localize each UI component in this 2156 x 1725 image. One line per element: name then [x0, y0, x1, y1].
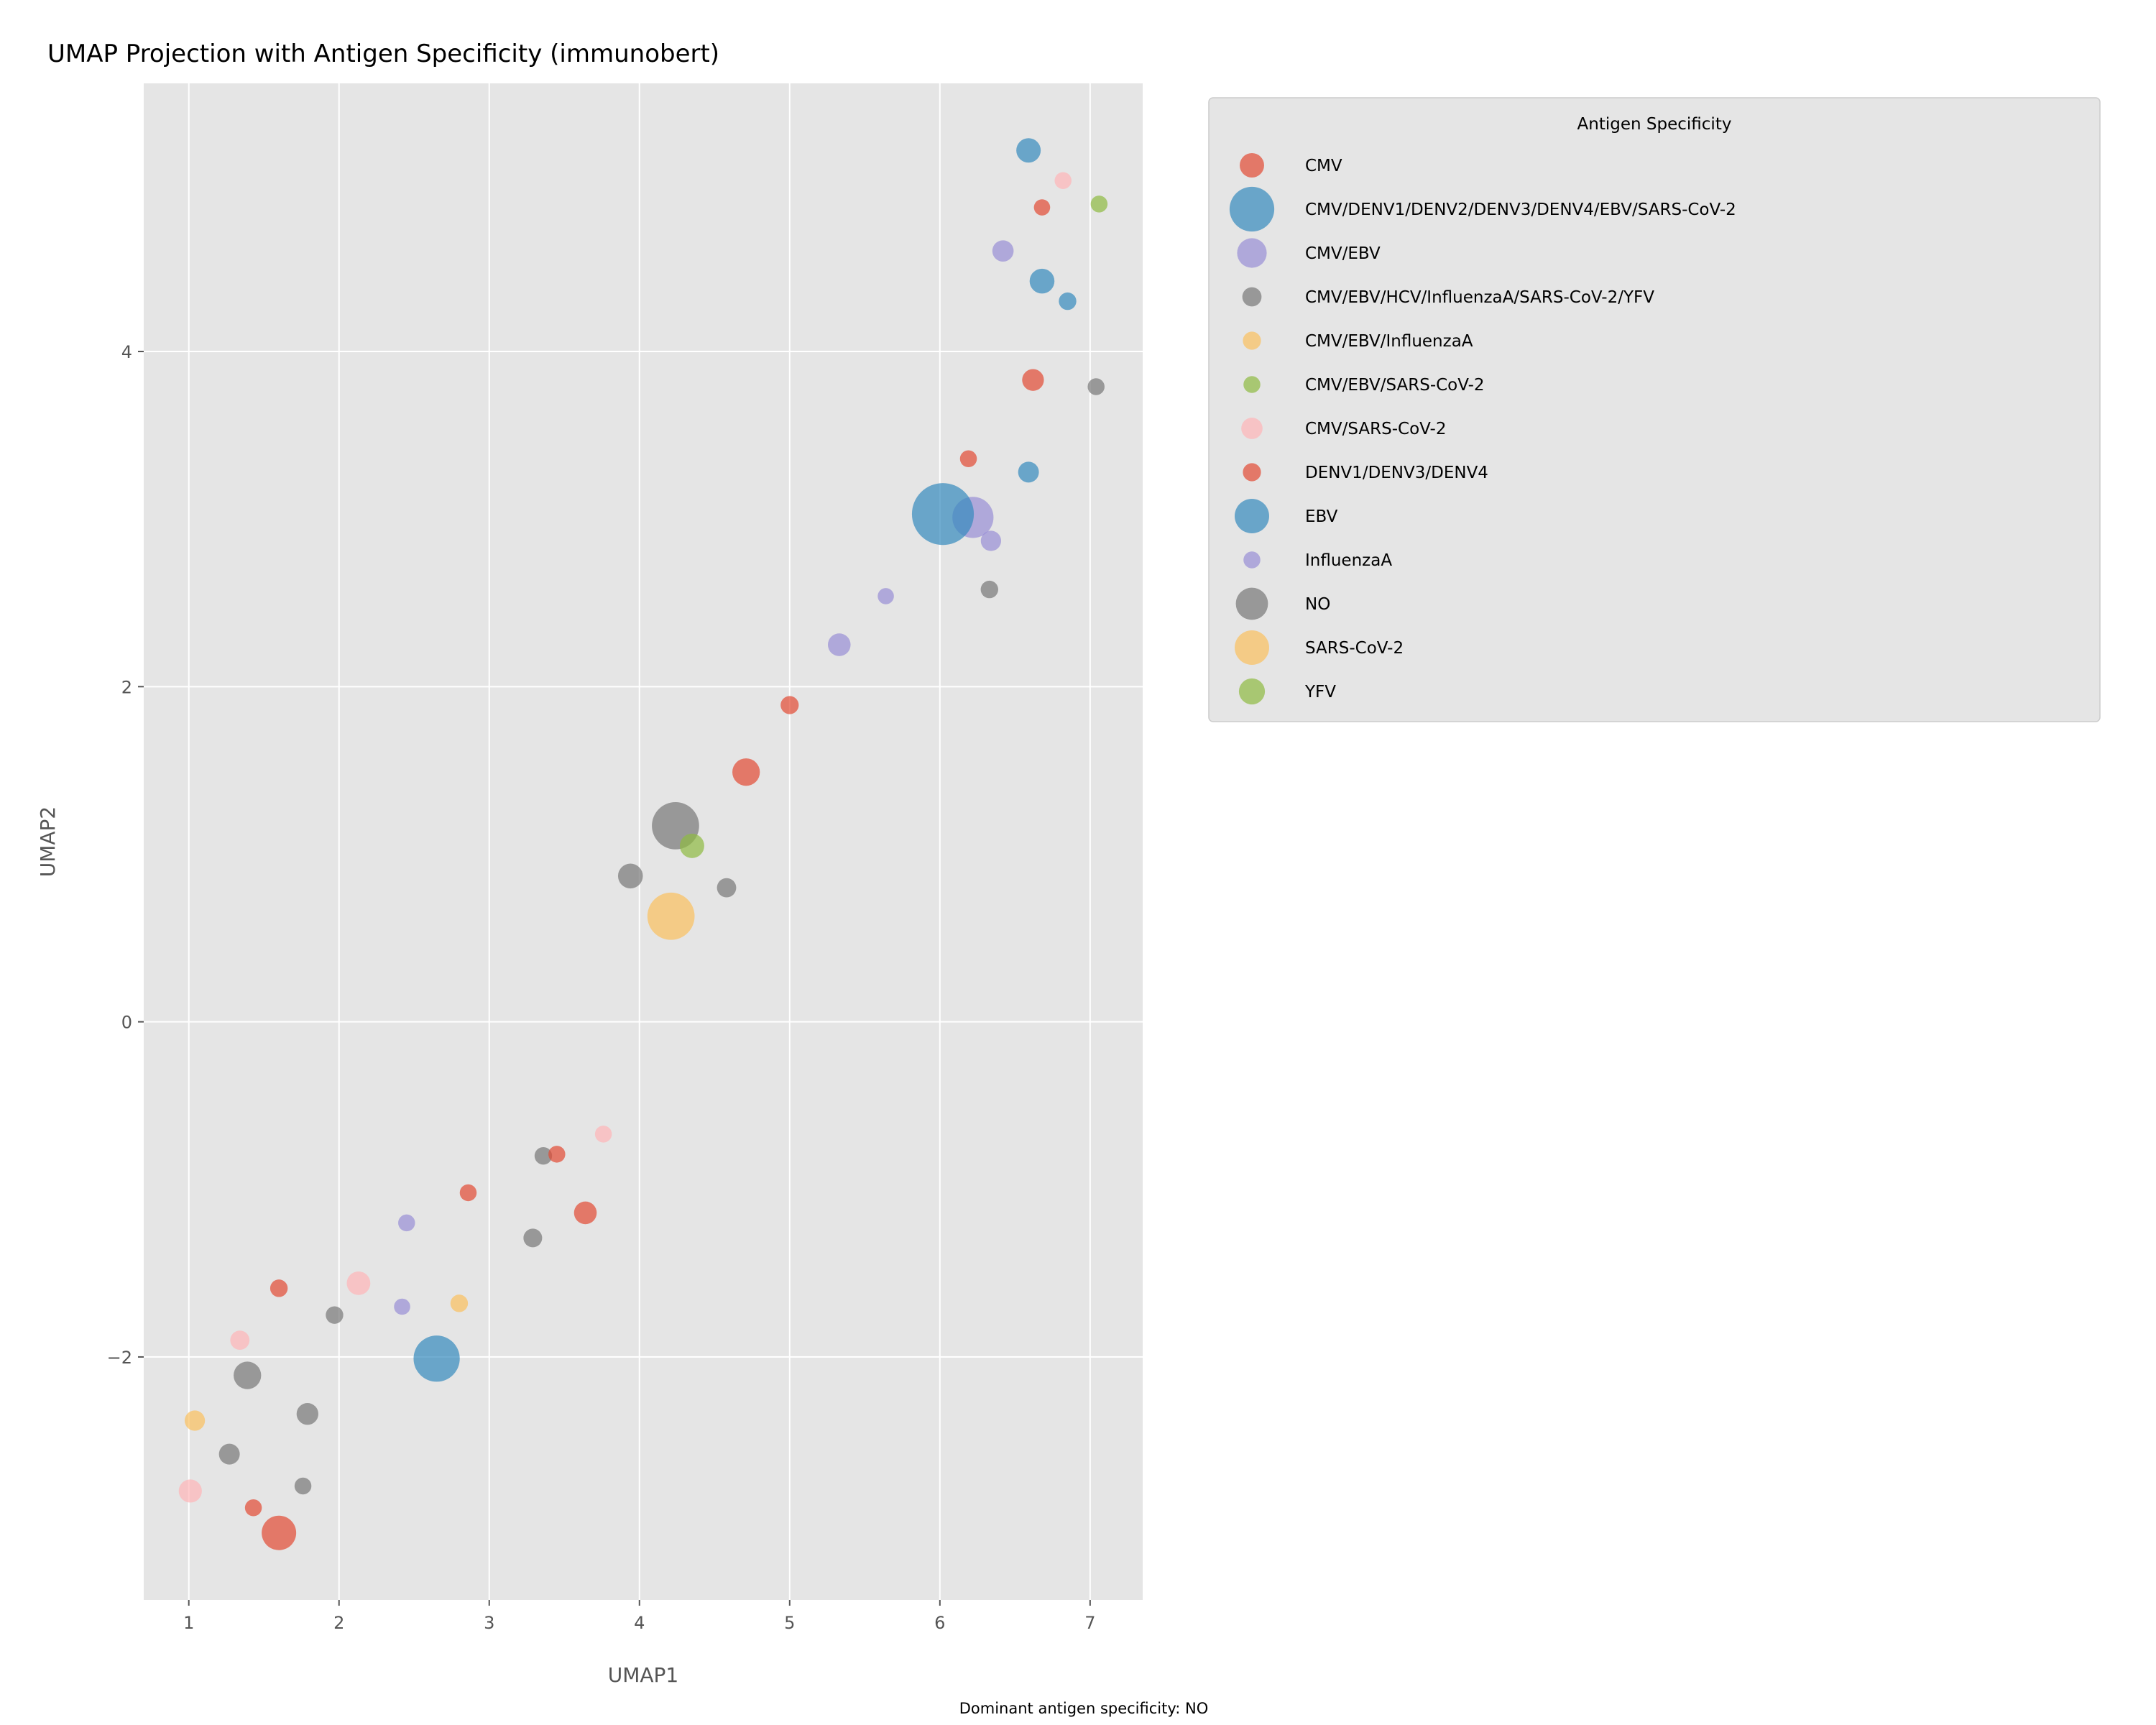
- legend-label: EBV: [1305, 507, 1338, 526]
- legend-label: CMV/EBV: [1305, 244, 1381, 263]
- legend-marker: [1238, 678, 1266, 705]
- data-points: [178, 138, 1108, 1550]
- legend-marker: [1243, 376, 1261, 393]
- legend-label: CMV/EBV/HCV/InfluenzaA/SARS-CoV-2/YFV: [1305, 288, 1654, 307]
- data-point: [270, 1279, 288, 1297]
- y-tick-label: 2: [121, 677, 132, 697]
- data-point: [980, 580, 998, 599]
- data-point: [992, 240, 1014, 262]
- legend-title: Antigen Specificity: [1577, 115, 1732, 134]
- data-point: [294, 1477, 312, 1495]
- data-point: [827, 633, 851, 656]
- legend-marker: [1234, 630, 1270, 666]
- legend-label: NO: [1305, 595, 1330, 614]
- x-tick-label: 7: [1084, 1613, 1095, 1633]
- data-point: [980, 530, 1002, 551]
- legend-box: [1208, 97, 2101, 722]
- legend-marker: [1241, 418, 1263, 439]
- x-axis-ticks: 1 2 3 4 5 6 7: [183, 1600, 1095, 1633]
- data-point: [346, 1271, 371, 1295]
- data-point: [534, 1146, 553, 1165]
- data-point: [262, 1515, 297, 1550]
- legend-label: SARS-CoV-2: [1305, 639, 1404, 658]
- data-point: [617, 863, 643, 889]
- plot-area: [144, 83, 1143, 1600]
- data-point: [244, 1499, 262, 1517]
- legend-label: DENV1/DENV3/DENV4: [1305, 464, 1488, 482]
- data-point: [218, 1443, 240, 1465]
- data-point: [1022, 369, 1044, 391]
- legend-label: CMV/DENV1/DENV2/DENV3/DENV4/EBV/SARS-CoV…: [1305, 201, 1736, 219]
- x-tick-label: 3: [484, 1613, 494, 1633]
- data-point: [1018, 461, 1039, 483]
- legend: Antigen Specificity CMV CMV/DENV1/DENV2/D…: [1208, 97, 2101, 722]
- legend-label: CMV: [1305, 157, 1342, 175]
- data-point: [1090, 196, 1108, 213]
- x-tick-label: 5: [784, 1613, 795, 1633]
- grid-lines: [144, 83, 1143, 1600]
- y-axis-ticks: −2 0 2 4: [107, 342, 144, 1368]
- data-point: [877, 588, 894, 604]
- legend-marker: [1243, 551, 1261, 569]
- data-point: [780, 696, 799, 714]
- x-tick-label: 1: [183, 1613, 194, 1633]
- x-axis-label: UMAP1: [608, 1663, 679, 1687]
- data-point: [1054, 172, 1072, 189]
- data-point: [1029, 268, 1055, 294]
- data-point: [1033, 199, 1051, 216]
- legend-marker: [1243, 463, 1261, 482]
- data-point: [398, 1214, 415, 1232]
- x-tick-label: 6: [934, 1613, 945, 1633]
- data-point: [230, 1330, 250, 1351]
- data-point: [234, 1361, 262, 1389]
- y-tick-label: 0: [121, 1013, 132, 1033]
- data-point: [911, 483, 975, 546]
- data-point: [296, 1403, 318, 1425]
- legend-marker: [1240, 153, 1264, 178]
- data-point: [717, 878, 737, 898]
- y-axis-label: UMAP2: [36, 806, 60, 878]
- data-point: [1059, 292, 1077, 310]
- data-point: [594, 1126, 612, 1143]
- data-point: [450, 1294, 469, 1312]
- legend-marker: [1242, 287, 1262, 307]
- data-point: [679, 833, 704, 858]
- legend-label: CMV/EBV/SARS-CoV-2: [1305, 376, 1485, 395]
- data-point: [326, 1306, 344, 1324]
- data-point: [732, 758, 760, 786]
- data-point: [1016, 138, 1041, 163]
- data-point: [523, 1228, 543, 1248]
- data-point: [548, 1146, 566, 1163]
- legend-marker: [1243, 331, 1261, 350]
- legend-marker: [1237, 238, 1267, 268]
- legend-marker: [1229, 186, 1275, 232]
- legend-label: CMV/SARS-CoV-2: [1305, 420, 1446, 438]
- data-point: [413, 1335, 460, 1382]
- chart-title: UMAP Projection with Antigen Specificity…: [47, 40, 719, 68]
- y-tick-label: 4: [121, 342, 132, 362]
- data-point: [647, 892, 695, 940]
- legend-marker: [1235, 587, 1268, 620]
- data-point: [573, 1201, 597, 1225]
- y-tick-label: −2: [107, 1348, 132, 1368]
- data-point: [184, 1410, 206, 1431]
- legend-label: InfluenzaA: [1305, 551, 1392, 570]
- data-point: [959, 450, 977, 468]
- x-tick-label: 2: [333, 1613, 344, 1633]
- legend-label: CMV/EBV/InfluenzaA: [1305, 332, 1473, 351]
- data-point: [459, 1184, 477, 1202]
- footnote-text: Dominant antigen specificity: NO: [959, 1700, 1209, 1717]
- legend-label: YFV: [1304, 683, 1336, 702]
- data-point: [394, 1298, 410, 1315]
- x-tick-label: 4: [634, 1613, 645, 1633]
- data-point: [1087, 378, 1105, 395]
- data-point: [178, 1479, 202, 1503]
- legend-marker: [1234, 498, 1270, 534]
